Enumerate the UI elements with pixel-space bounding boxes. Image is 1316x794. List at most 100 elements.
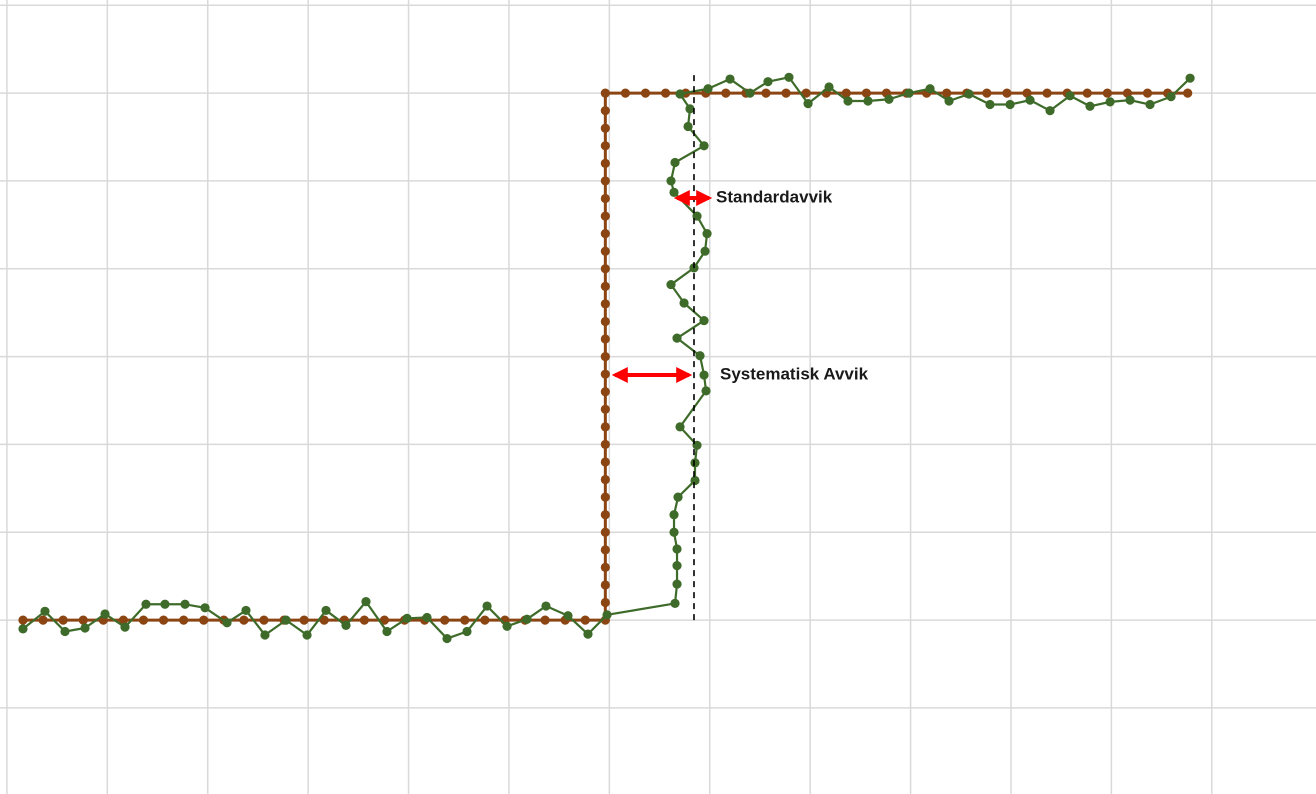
data-point [40,606,50,616]
annotations: Standardavvik Systematisk Avvik [611,187,869,383]
data-point [1125,95,1135,105]
data-point [361,597,371,607]
data-point [982,88,992,98]
data-point [669,510,679,520]
data-point [1166,92,1176,102]
data-point [600,597,610,608]
data-point [200,603,210,613]
data-point [884,94,894,104]
data-point [299,615,309,625]
data-point [482,601,492,611]
data-point [462,626,472,637]
data-point [241,605,251,616]
data-point [563,611,573,621]
data-point [666,279,676,290]
data-point [1082,88,1092,98]
data-point [600,387,610,397]
plot-area [18,72,1195,644]
data-point [60,626,70,637]
data-point [600,316,610,327]
data-point [745,88,755,98]
data-point [1185,73,1195,83]
data-point [602,610,612,620]
data-point [985,99,995,110]
data-point [180,599,190,609]
data-point [522,614,532,624]
data-point [160,599,170,609]
data-point [695,351,705,361]
data-point [863,96,873,106]
data-point [672,333,682,343]
data-point [1042,88,1052,98]
data-point [600,580,610,590]
data-point [600,527,610,537]
data-point [199,615,209,625]
data-point [690,458,700,468]
data-point [600,211,610,221]
data-point [319,615,329,625]
data-point [685,104,695,114]
data-point [600,123,610,133]
data-point [721,88,731,98]
data-point [38,615,48,625]
data-point [259,615,269,625]
data-point [679,298,689,308]
data-point [580,615,590,625]
data-point [179,615,189,625]
data-point [620,88,631,98]
data-point [141,599,151,609]
data-point [100,609,110,619]
data-point [600,562,610,572]
data-point [583,629,593,639]
data-point [541,601,551,611]
data-point [78,615,88,625]
data-point [1145,99,1155,110]
data-point [925,84,935,94]
data-point [260,630,270,640]
data-point [801,88,811,98]
data-point [904,88,914,98]
data-point [725,74,735,84]
data-point [1102,88,1112,98]
data-point [442,633,452,644]
data-point [422,612,432,623]
data-point [600,281,610,291]
data-point [382,626,392,637]
data-point [600,264,610,274]
data-point [672,561,682,571]
data-point [440,615,450,625]
data-point [600,439,610,450]
data-point [1183,88,1193,98]
data-point [600,246,610,256]
data-point [702,229,712,239]
data-point [600,422,610,432]
data-point [1142,88,1153,98]
data-point [675,422,685,432]
data-point [480,615,490,625]
data-point [600,106,610,116]
data-point [600,404,610,414]
data-point [781,88,791,98]
data-point [600,158,610,168]
data-point [600,193,610,204]
data-point [1122,88,1133,98]
data-point [703,84,713,94]
data-point [18,624,28,634]
annotation-label: Systematisk Avvik [720,364,869,383]
data-point [672,544,682,554]
data-point [670,157,680,168]
data-point [1105,97,1115,107]
data-point [600,369,610,379]
data-point [843,96,853,106]
data-point [600,88,610,98]
data-point [120,622,130,632]
data-point [824,82,834,92]
data-point [675,89,685,99]
data-point [1002,88,1012,98]
data-point [600,457,610,467]
data-point [341,620,351,630]
data-point [699,315,709,326]
